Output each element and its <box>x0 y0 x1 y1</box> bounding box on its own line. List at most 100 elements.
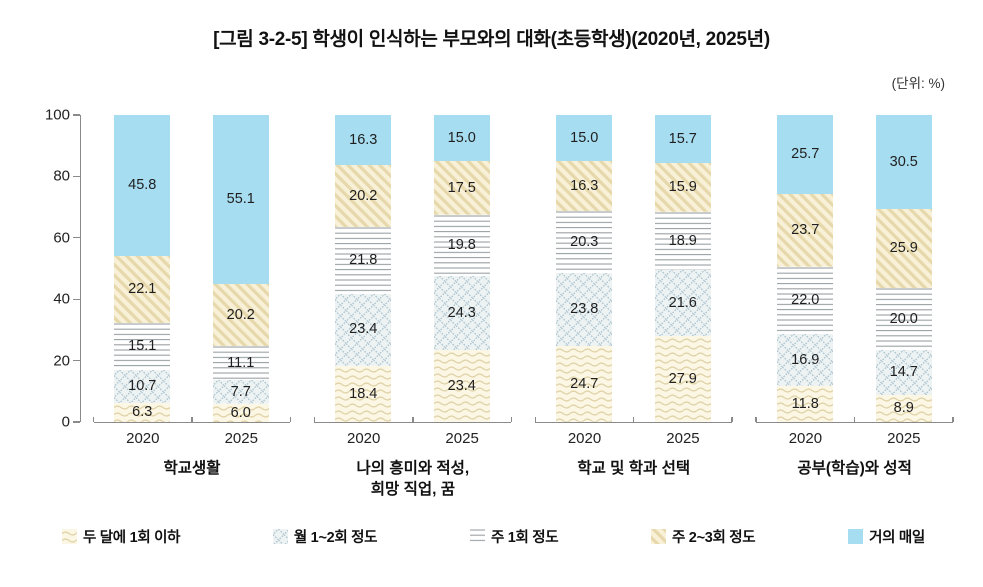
wave-pattern-swatch <box>212 403 269 422</box>
stacked-bar-2020: 6.3 10.7 15.1 22.1 45.8 <box>114 115 171 422</box>
plot-area: 6.3 10.7 15.1 22.1 45.8 6.0 7.7 11.1 20.2 55.1 18.… <box>80 115 963 500</box>
wave-pattern-swatch <box>335 365 392 422</box>
x-axis-tick <box>412 417 414 422</box>
diag-pattern-swatch <box>114 255 171 324</box>
bar-segment-diag: 22.1 <box>114 255 171 324</box>
wave-pattern-swatch <box>777 385 834 422</box>
year-label: 2025 <box>887 430 921 448</box>
diag-pattern-rect <box>335 164 392 227</box>
figure: [그림 3-2-5] 학생이 인식하는 부모와의 대화(초등학생)(2020년,… <box>38 29 963 547</box>
year-label: 2025 <box>224 430 258 448</box>
year-label: 2020 <box>346 430 381 448</box>
hlines-pattern-swatch <box>469 528 485 544</box>
x-axis-tick <box>534 417 537 422</box>
legend: 두 달에 1회 이하 월 1~2회 정도 주 1회 정도 주 2~3회 정도 거의 매일 <box>62 526 925 547</box>
bar-segment-solid: 55.1 <box>212 115 269 285</box>
bar-segment-wave: 8.9 <box>875 394 932 422</box>
segment-value-label: 6.3 <box>132 404 153 421</box>
wave-pattern-swatch <box>556 346 613 422</box>
diag-pattern-swatch <box>556 161 613 211</box>
x-axis-tick <box>313 417 316 422</box>
bar-segment-dots: 24.3 <box>433 275 490 351</box>
segment-value-label: 22.0 <box>791 292 820 308</box>
wave-pattern-rect <box>62 528 77 544</box>
unit-label: (단위: %) <box>891 76 945 91</box>
segment-value-label: 27.9 <box>668 370 697 387</box>
hlines-pattern-swatch <box>114 323 171 370</box>
bar-slot: 23.4 24.3 19.8 17.5 15.0 <box>413 115 512 422</box>
segment-value-label: 16.9 <box>791 351 820 368</box>
x-axis-tick <box>289 417 292 422</box>
legend-swatch-solid <box>848 528 864 544</box>
bar-slot: 27.9 21.6 18.9 15.9 15.7 <box>634 115 733 422</box>
stacked-bar-2025: 23.4 24.3 19.8 17.5 15.0 <box>433 115 490 422</box>
segment-value-label: 20.2 <box>226 306 255 323</box>
wave-pattern-swatch <box>433 350 490 422</box>
wave-pattern-rect <box>212 403 269 422</box>
hlines-pattern-rect <box>433 214 490 276</box>
segment-value-label: 55.1 <box>226 191 255 208</box>
bar-segment-solid: 30.5 <box>875 115 932 209</box>
y-axis-tick-label: 40 <box>53 290 70 308</box>
bar-segment-diag: 15.9 <box>654 163 711 213</box>
hlines-pattern-swatch <box>777 266 834 334</box>
segment-value-label: 23.7 <box>791 221 820 238</box>
bar-group: 11.8 16.9 22.0 23.7 25.7 8.9 14.7 20.0 25.9 30.5 <box>756 115 953 422</box>
diag-pattern-rect <box>433 161 490 215</box>
bar-segment-dots: 14.7 <box>875 349 932 395</box>
bar-segment-wave: 6.0 <box>212 403 269 422</box>
y-axis-tick <box>73 359 80 362</box>
bar-segment-solid: 45.8 <box>114 115 171 256</box>
diag-pattern-rect <box>556 161 613 211</box>
dots-pattern-rect <box>654 270 711 337</box>
y-axis-tick <box>73 421 80 423</box>
hlines-pattern-rect <box>335 226 392 294</box>
y-axis-tick <box>73 175 80 178</box>
legend-item: 주 1회 정도 <box>469 526 559 547</box>
stacked-bar-2025: 6.0 7.7 11.1 20.2 55.1 <box>212 115 269 422</box>
group-axis: 2020 2025 학교 및 학과 선택 <box>534 417 733 500</box>
segment-value-label: 15.0 <box>570 129 599 146</box>
x-axis-baseline <box>534 417 733 424</box>
x-axis-tick <box>755 417 757 422</box>
dots-pattern-swatch <box>875 349 932 395</box>
dots-pattern-rect <box>556 273 613 347</box>
hlines-pattern-swatch <box>433 214 490 276</box>
x-axis-tick <box>191 417 193 422</box>
segment-value-label: 45.8 <box>128 177 157 194</box>
diag-pattern-swatch <box>212 284 269 346</box>
dots-pattern-rect <box>875 349 932 395</box>
segment-value-label: 18.4 <box>349 385 378 402</box>
x-axis-tick <box>510 417 512 422</box>
segment-value-label: 24.3 <box>447 304 476 321</box>
diag-pattern-swatch <box>654 163 711 213</box>
bar-slot: 11.8 16.9 22.0 23.7 25.7 <box>756 115 855 422</box>
diag-pattern-swatch <box>651 528 667 544</box>
bar-segment-hlines: 20.0 <box>875 288 932 350</box>
x-axis-tick <box>853 417 856 422</box>
diag-pattern-swatch <box>875 208 932 289</box>
year-labels: 2020 2025 <box>535 430 732 447</box>
segment-value-label: 15.1 <box>128 338 157 355</box>
plot-row: 0 20 40 60 80 100 6.3 10.7 15.1 22.1 45.8 6.0 7.7 11… <box>38 107 963 500</box>
y-axis-tick-label: 100 <box>44 106 70 124</box>
segment-value-label: 10.7 <box>128 378 157 394</box>
y-axis: 0 20 40 60 80 100 <box>38 107 80 431</box>
hlines-pattern-rect <box>654 212 711 271</box>
diag-pattern-swatch <box>433 161 490 215</box>
wave-pattern-swatch <box>114 402 171 422</box>
segment-value-label: 8.9 <box>893 400 914 417</box>
hlines-pattern-swatch <box>556 210 613 274</box>
y-axis-tick <box>73 237 80 239</box>
bar-segment-diag: 20.2 <box>212 284 269 346</box>
x-axis-tick <box>633 417 635 422</box>
segment-value-label: 21.6 <box>668 294 697 311</box>
y-axis-tick-label: 60 <box>53 229 70 247</box>
bar-segment-diag: 20.2 <box>335 164 392 227</box>
dots-pattern-rect <box>212 380 269 404</box>
year-label: 2025 <box>666 430 700 448</box>
segment-value-label: 21.8 <box>349 252 378 269</box>
year-labels: 2020 2025 <box>756 430 953 447</box>
bar-segment-wave: 11.8 <box>777 385 834 422</box>
bar-segment-hlines: 19.8 <box>433 214 490 276</box>
